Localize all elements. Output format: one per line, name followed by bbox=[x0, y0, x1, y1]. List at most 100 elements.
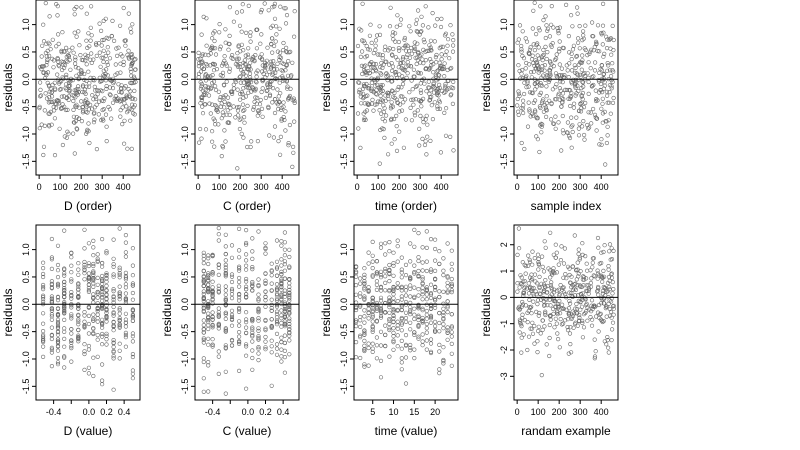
data-point bbox=[408, 345, 413, 350]
data-point bbox=[267, 93, 273, 99]
data-point bbox=[91, 276, 96, 281]
data-point bbox=[100, 107, 105, 113]
data-point bbox=[560, 321, 566, 326]
data-point bbox=[522, 285, 527, 291]
data-point bbox=[197, 60, 202, 66]
data-point bbox=[104, 296, 109, 301]
data-point bbox=[91, 326, 96, 331]
data-point bbox=[390, 64, 396, 69]
data-point bbox=[86, 276, 91, 281]
data-point bbox=[262, 1, 267, 6]
data-point bbox=[228, 105, 233, 111]
data-point bbox=[288, 74, 294, 79]
data-point bbox=[86, 365, 91, 370]
data-point bbox=[445, 43, 450, 48]
data-point bbox=[123, 324, 128, 329]
data-point bbox=[606, 118, 611, 123]
data-point bbox=[572, 321, 578, 327]
data-point bbox=[611, 306, 616, 311]
data-point bbox=[399, 285, 404, 290]
data-point bbox=[95, 333, 100, 338]
data-point bbox=[95, 308, 100, 314]
data-point bbox=[597, 261, 602, 266]
data-point bbox=[256, 298, 261, 303]
data-point bbox=[371, 89, 376, 95]
data-point bbox=[569, 56, 574, 62]
data-point bbox=[519, 275, 524, 280]
data-point bbox=[396, 39, 402, 45]
data-point bbox=[287, 95, 292, 100]
data-point bbox=[63, 45, 69, 51]
data-point bbox=[201, 92, 206, 98]
data-point bbox=[62, 301, 67, 306]
data-point bbox=[235, 64, 241, 69]
data-point bbox=[104, 333, 109, 339]
data-point bbox=[44, 41, 49, 46]
y-tick-label: 0.5 bbox=[339, 46, 349, 59]
data-point bbox=[537, 104, 543, 109]
data-point bbox=[79, 118, 84, 124]
data-point bbox=[366, 289, 371, 294]
data-point bbox=[132, 88, 137, 93]
data-point bbox=[428, 349, 434, 354]
data-point bbox=[223, 297, 228, 303]
data-point bbox=[548, 117, 554, 122]
data-point bbox=[599, 142, 604, 147]
data-point bbox=[237, 330, 242, 335]
y-tick-label: 0.5 bbox=[180, 271, 190, 284]
data-point bbox=[389, 100, 394, 105]
data-point bbox=[424, 347, 429, 352]
data-point bbox=[117, 226, 122, 231]
data-point bbox=[432, 39, 437, 44]
data-point bbox=[378, 288, 384, 293]
data-point bbox=[527, 275, 533, 280]
data-point bbox=[196, 57, 201, 62]
data-point bbox=[398, 22, 403, 27]
data-point bbox=[577, 255, 583, 260]
data-point bbox=[216, 321, 221, 327]
data-point bbox=[540, 264, 545, 270]
data-point bbox=[530, 53, 535, 58]
data-point bbox=[54, 44, 59, 49]
data-point bbox=[260, 86, 265, 91]
data-point bbox=[284, 45, 289, 51]
data-point bbox=[277, 80, 282, 85]
data-point bbox=[223, 292, 228, 297]
data-point bbox=[374, 300, 380, 306]
data-point bbox=[55, 32, 61, 37]
data-point bbox=[127, 93, 132, 98]
data-point bbox=[370, 314, 375, 320]
data-point bbox=[130, 22, 135, 27]
data-point bbox=[520, 98, 526, 103]
data-point bbox=[69, 338, 74, 343]
data-point bbox=[383, 252, 388, 257]
data-point bbox=[548, 65, 553, 71]
data-point bbox=[516, 91, 522, 96]
data-point bbox=[95, 312, 100, 317]
data-point bbox=[403, 284, 409, 289]
y-tick-label: -1 bbox=[499, 320, 509, 328]
data-point bbox=[242, 58, 247, 63]
data-point bbox=[259, 32, 264, 37]
data-point bbox=[555, 302, 561, 307]
data-point bbox=[238, 80, 243, 85]
data-point bbox=[600, 23, 606, 28]
data-point bbox=[110, 18, 115, 24]
data-point bbox=[370, 274, 375, 279]
data-point bbox=[575, 260, 580, 265]
data-point bbox=[287, 304, 292, 310]
data-point bbox=[210, 36, 215, 41]
data-point bbox=[104, 314, 109, 319]
data-point bbox=[86, 263, 91, 269]
data-point bbox=[397, 129, 402, 134]
data-point bbox=[411, 97, 416, 102]
data-point bbox=[227, 120, 232, 125]
data-point bbox=[606, 267, 611, 272]
data-point bbox=[287, 311, 292, 316]
data-point bbox=[535, 350, 540, 355]
data-point bbox=[62, 295, 67, 300]
data-point bbox=[420, 320, 425, 325]
data-point bbox=[206, 278, 211, 284]
data-point bbox=[611, 303, 616, 308]
data-point bbox=[610, 291, 615, 296]
